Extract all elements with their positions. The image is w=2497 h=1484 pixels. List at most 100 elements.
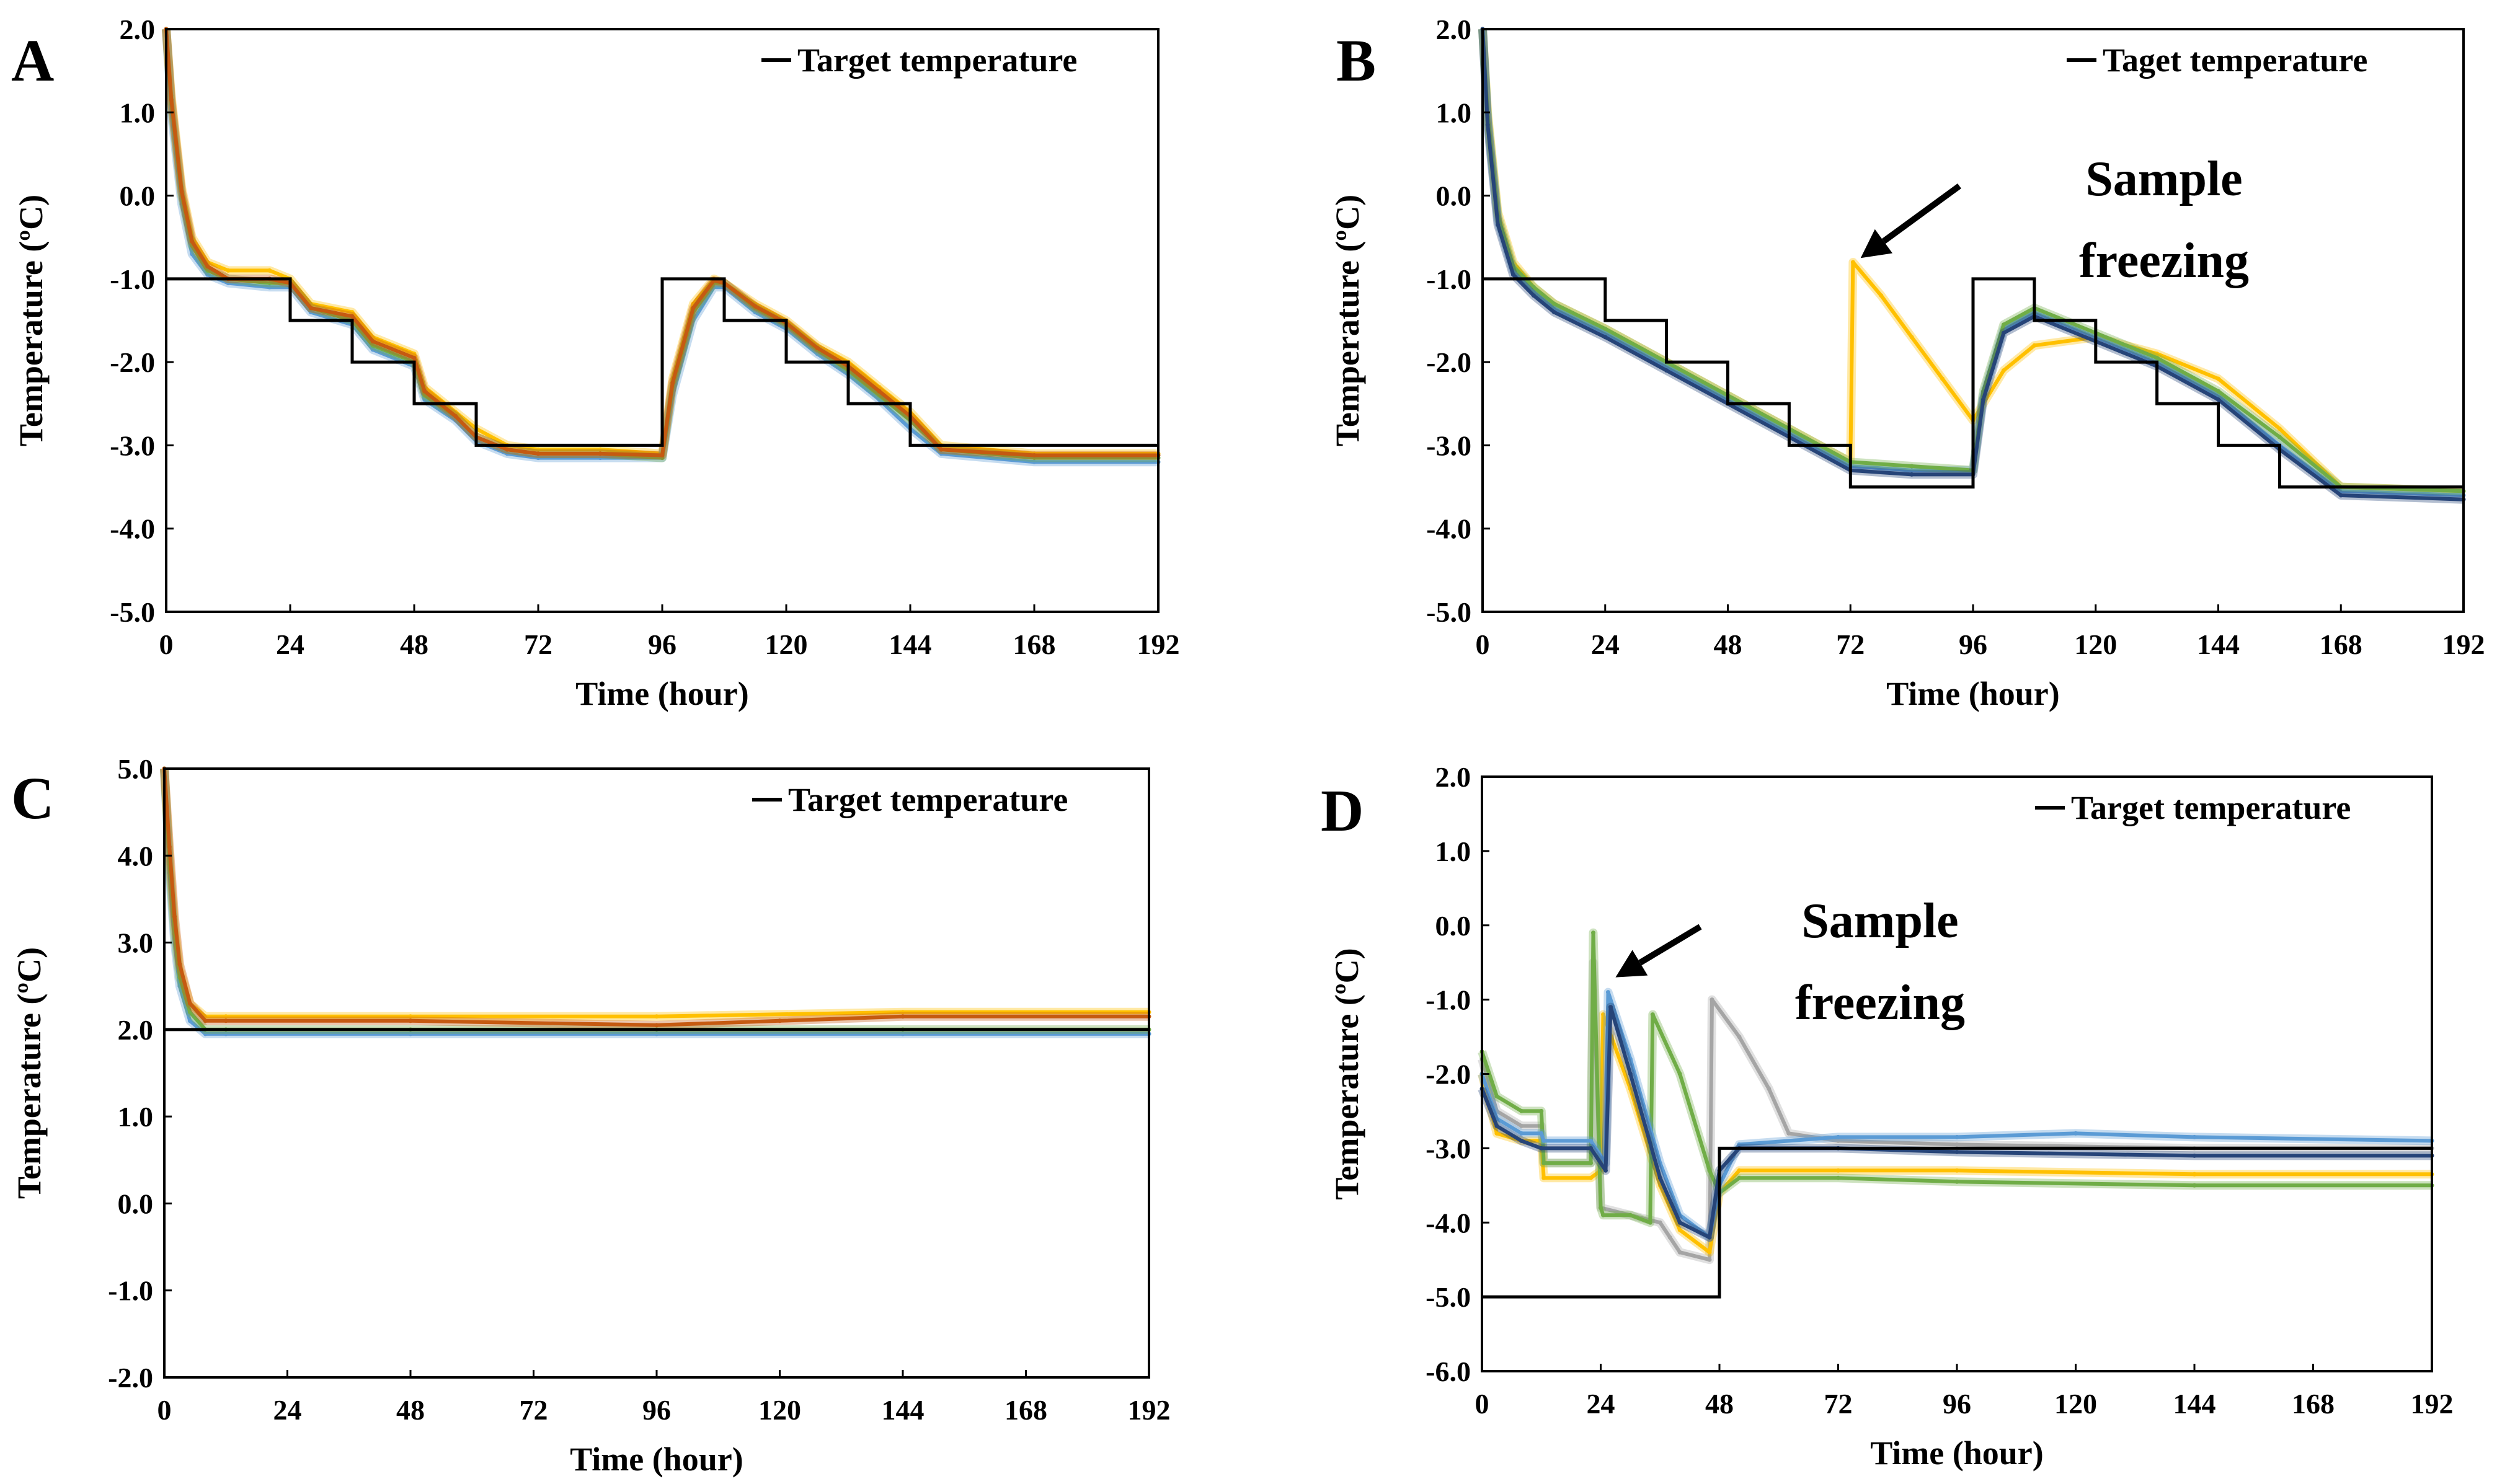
panel-d: D -6.0 -5.0 -4.0 -3.0 -2.0 -1.0 0.0 1.0 2.0 0 24 48 7… [1321,761,2454,1472]
data-point [1551,301,1556,306]
y-tick-label: -2.0 [108,1362,153,1393]
annotation-line: freezing [2079,234,2249,288]
data-point [1510,272,1515,277]
data-point [187,1001,192,1006]
data-point [1541,1138,1546,1143]
data-point [1850,260,1855,265]
data-point [1519,1108,1524,1113]
series-line-sample-4 [162,768,1149,1027]
data-point [654,1023,659,1028]
data-point [308,306,313,311]
data-point [2155,351,2160,356]
panel-b: B -5.0 -4.0 -3.0 -2.0 -1.0 0.0 1.0 2.0 0 24 48 72 96 1… [1329,14,2485,712]
x-tick-label: 72 [1836,629,1865,660]
data-point [691,306,696,311]
y-tick-label: 1.0 [1436,97,1472,128]
y-axis-title: Temperature (ºC) [12,195,50,446]
data-point [308,310,313,315]
x-tick-label: 96 [648,629,676,660]
data-point [223,1018,228,1023]
y-tick-label: -4.0 [1426,513,1471,545]
y-tick-label: 2.0 [1435,761,1471,793]
data-point [1519,1131,1524,1136]
data-point [2216,376,2220,381]
data-point [2277,426,2282,431]
data-point [1657,1220,1662,1225]
data-point [1737,1142,1742,1147]
y-tick-label: -2.0 [1426,347,1471,378]
x-axis-title: Time (hour) [570,1441,743,1478]
data-point [1786,1131,1791,1136]
data-point [1909,468,1914,473]
series-sample-5 [1478,1002,2434,1242]
data-point [1909,335,1914,340]
legend-label: Target temperature [788,781,1068,818]
data-point [1539,1131,1544,1136]
target-temperature-line [1482,1146,2432,1299]
data-point [2032,343,2037,348]
data-point [2073,1131,2078,1136]
data-point [939,451,944,456]
data-point [172,914,177,919]
x-tick-label: 120 [765,629,808,660]
data-point [1603,335,1608,340]
data-point [350,310,355,315]
series-line-sample-3 [1481,29,2464,493]
data-point [2192,1153,2197,1158]
data-point [1599,1205,1603,1210]
y-tick-label: 3.0 [118,927,154,959]
x-tick-label: 168 [2320,629,2362,660]
data-point [778,1018,782,1023]
legend-label: Target temperature [797,42,1077,79]
x-tick-label: 192 [1128,1394,1171,1426]
data-point [1954,1149,1959,1154]
data-point [1628,1212,1633,1217]
data-point [422,389,427,394]
x-axis-title: Time (hour) [1886,675,2060,712]
y-axis-title: Temperature (ºC) [11,947,48,1199]
data-point [2155,355,2160,360]
series-sample-4 [1478,27,2466,504]
y-tick-label: -1.0 [1426,263,1471,295]
sample-freezing-annotation: Sample freezing [1615,894,1965,1030]
data-point [453,413,458,418]
y-tick-label: -5.0 [110,596,155,628]
y-tick-label: 4.0 [118,840,154,872]
series-line-sample-4 [1481,29,2464,501]
data-point [1954,1142,1959,1147]
data-point [2192,1134,2197,1139]
arrow-shaft [1638,924,1702,966]
data-point [1677,1072,1682,1076]
data-point [1707,1257,1712,1262]
x-tick-label: 0 [157,1394,172,1426]
data-point [187,1018,192,1023]
data-point [1836,1134,1840,1139]
data-point [169,97,174,102]
data-point [1589,1146,1593,1151]
series-line-sample-1 [164,29,1158,456]
data-point [1496,223,1501,227]
data-point [598,451,603,456]
series-line-sample-2 [164,29,1158,464]
y-tick-label: 0.0 [118,1188,154,1219]
data-point [654,1031,659,1036]
y-tick-label: 0.0 [1436,180,1472,212]
y-tick-label: -4.0 [1426,1207,1471,1239]
data-point [1879,293,1884,298]
data-point [1836,1138,1840,1143]
arrow-head [1860,229,1893,258]
x-tick-label: 72 [524,629,552,660]
data-point [1677,1227,1682,1232]
data-point [1589,1160,1593,1165]
y-tick-label: -3.0 [1426,1133,1471,1164]
data-point [1539,1108,1544,1113]
panel-a: A -5.0 -4.0 -3.0 -2.0 -1.0 0.0 1.0 2.0 0 24 48 72 96 1… [11,14,1180,712]
data-point [1519,1123,1524,1128]
data-point [1836,1175,1840,1180]
y-tick-label: 1.0 [120,97,156,128]
y-tick-label: 2.0 [118,1014,154,1046]
x-tick-label: 192 [2442,629,2485,660]
data-point [1485,122,1490,127]
x-tick-label: 144 [2197,629,2240,660]
data-point [536,456,541,461]
